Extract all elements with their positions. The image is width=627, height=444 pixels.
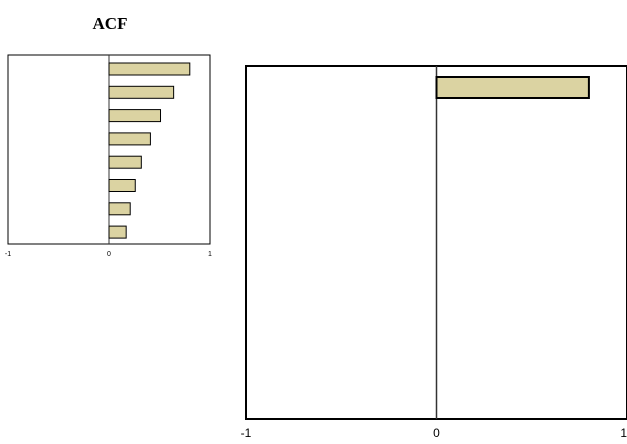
small-acf-bar xyxy=(108,179,136,192)
small-x-tick-label: 0 xyxy=(107,251,111,258)
large-x-tick-label: -1 xyxy=(241,426,252,440)
large-acf-bar xyxy=(435,76,590,99)
small-acf-bar xyxy=(108,155,142,169)
large-x-tick-label: 0 xyxy=(433,426,440,440)
small-acf-bar xyxy=(108,85,175,99)
small-acf-bar xyxy=(108,62,191,76)
small-x-tick-label: -1 xyxy=(5,251,11,258)
chart-title: ACF xyxy=(92,14,128,33)
small-acf-bar xyxy=(108,132,151,146)
small-acf-bar xyxy=(108,202,131,216)
large-x-tick-label: 1 xyxy=(620,426,627,440)
small-x-tick-label: 1 xyxy=(208,251,212,258)
small-acf-bar xyxy=(108,225,127,239)
small-acf-bar xyxy=(108,109,162,123)
